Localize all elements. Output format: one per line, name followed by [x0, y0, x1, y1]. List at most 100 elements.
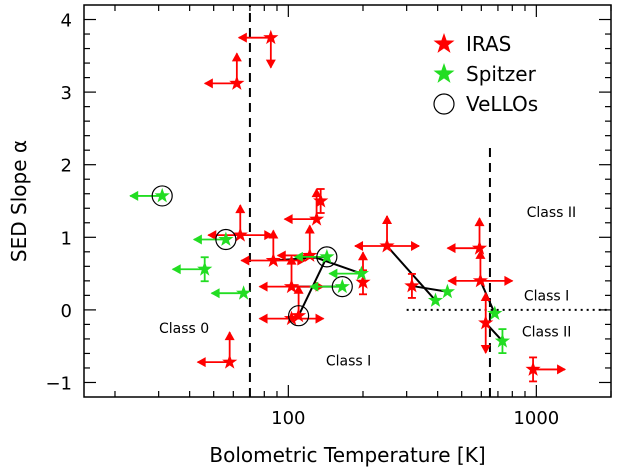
x-axis-title: Bolometric Temperature [K] [209, 443, 485, 467]
star-marker [313, 193, 329, 208]
legend-entry: Spitzer [433, 62, 537, 86]
arrow-right-head [504, 275, 514, 286]
data-point [427, 292, 444, 307]
axes-frame: 100 1000 −1 0 1 2 3 4 [45, 4, 612, 429]
y-tick-label: −1 [45, 373, 72, 394]
arrow-right-head [557, 364, 567, 375]
arrow-up-head [224, 331, 235, 341]
arrow-left-head [258, 281, 268, 292]
data-point [291, 284, 307, 323]
data-point [313, 188, 329, 214]
data-point [276, 224, 318, 262]
x-tick-label: 100 [271, 408, 305, 429]
arrow-down-head [265, 59, 276, 69]
arrow-up-head [480, 291, 491, 301]
star-marker [265, 252, 281, 267]
legend-label: Spitzer [466, 62, 537, 86]
x-tick-label: 1000 [513, 408, 559, 429]
star-marker [472, 272, 488, 288]
connection-line [411, 284, 448, 293]
data-point [293, 246, 338, 268]
y-tick-label: 2 [61, 156, 72, 177]
data-point [283, 188, 325, 226]
arrow-left-head [293, 251, 303, 262]
plot-frame [83, 4, 612, 398]
star-marker [404, 277, 420, 293]
data-point [171, 256, 213, 283]
y-tick-label: 3 [61, 83, 72, 104]
arrow-up-head [357, 251, 368, 261]
class-boundaries [248, 5, 611, 397]
arrow-left-head [196, 357, 206, 368]
star-marker [154, 187, 170, 203]
y-axis-title: SED Slope α [7, 140, 31, 262]
arrow-up-head [235, 204, 246, 214]
data-point [447, 249, 514, 288]
star-marker [302, 247, 318, 262]
arrow-left-head [203, 78, 213, 89]
arrow-left-head [240, 255, 250, 266]
data-point [309, 276, 353, 298]
data-point [478, 291, 494, 354]
data-point [237, 29, 279, 69]
legend-star-icon [433, 63, 455, 83]
star-marker [222, 354, 238, 369]
data-point [354, 215, 421, 253]
arrow-up-head [304, 224, 315, 234]
data-point [404, 273, 420, 299]
star-marker [232, 227, 248, 242]
arrow-up-head [286, 255, 297, 265]
arrow-left-head [237, 32, 247, 43]
legend-entry: VeLLOs [433, 92, 538, 116]
arrow-left-head [447, 275, 457, 286]
arrow-left-head [283, 214, 293, 225]
arrow-left-head [192, 234, 202, 245]
arrow-left-head [276, 250, 286, 261]
star-marker [379, 238, 395, 253]
legend-star-icon [433, 33, 455, 53]
star-marker [353, 265, 369, 281]
star-marker [236, 285, 252, 300]
arrow-left-head [129, 190, 139, 201]
star-marker [427, 292, 444, 307]
data-point [439, 283, 455, 299]
legend-circle-icon [433, 93, 455, 115]
star-marker [291, 307, 307, 323]
star-marker [263, 29, 279, 45]
star-marker [355, 274, 371, 289]
data-point [210, 285, 252, 300]
arrow-left-head [258, 313, 268, 324]
y-tick-label: 1 [61, 228, 72, 249]
vello-circle [288, 305, 310, 327]
arrow-right-head [315, 313, 325, 324]
class-label: Class 0 [159, 321, 209, 337]
data-point [288, 305, 310, 327]
arrow-left-head [328, 268, 338, 279]
arrow-right-head [411, 241, 421, 252]
vello-circle [215, 228, 237, 251]
star-marker [229, 75, 245, 90]
arrow-down-head [480, 344, 491, 354]
arrow-left-head [207, 230, 217, 241]
data-point [446, 217, 488, 255]
arrow-up-head [231, 52, 242, 62]
data-point [192, 228, 237, 251]
class-label: Class II [527, 205, 577, 221]
arrow-up-head [474, 217, 485, 227]
vello-circle [316, 246, 338, 268]
star-marker [334, 278, 350, 294]
arrow-left-head [354, 241, 364, 252]
star-marker [494, 333, 511, 348]
class-region-labels: Class 0 Class I Class II Class I Class II [159, 205, 576, 370]
arrow-up-head [475, 249, 486, 259]
data-points [129, 29, 567, 383]
star-marker [283, 310, 300, 326]
class-label: Class I [326, 354, 371, 370]
data-point [328, 265, 369, 281]
data-point [203, 52, 245, 90]
arrow-up-head [382, 215, 393, 225]
legend-label: VeLLOs [466, 92, 538, 116]
legend-label: IRAS [466, 32, 511, 56]
star-marker [525, 361, 541, 376]
